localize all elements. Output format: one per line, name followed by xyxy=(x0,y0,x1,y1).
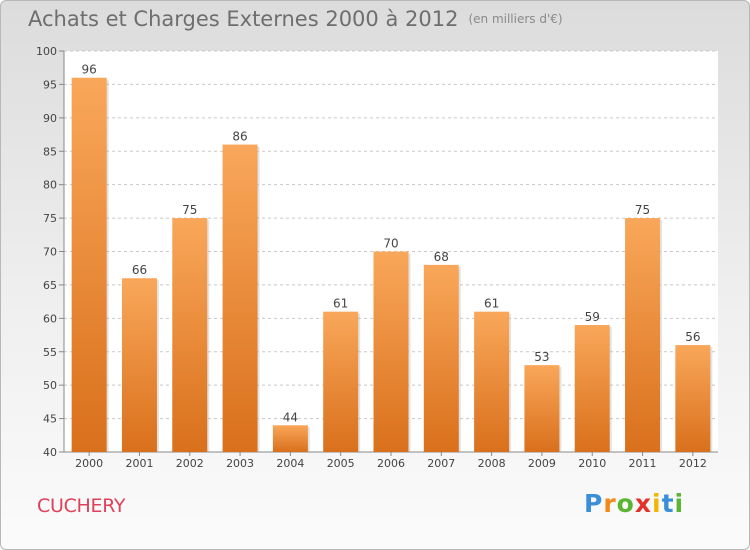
data-label: 96 xyxy=(82,63,97,77)
x-tick-label: 2006 xyxy=(377,457,405,470)
bar xyxy=(524,365,560,452)
x-tick-label: 2001 xyxy=(125,457,153,470)
y-tick-label: 70 xyxy=(43,246,57,259)
y-tick-label: 90 xyxy=(43,112,57,125)
y-tick-label: 60 xyxy=(43,312,57,325)
y-tick-label: 95 xyxy=(43,78,57,91)
y-tick-label: 75 xyxy=(43,212,57,225)
y-tick-label: 45 xyxy=(43,413,57,426)
data-label: 61 xyxy=(484,297,499,311)
bar xyxy=(423,264,459,452)
bar xyxy=(373,251,409,452)
bar xyxy=(323,311,359,452)
bar xyxy=(222,144,258,453)
x-tick-label: 2007 xyxy=(427,457,455,470)
bar xyxy=(272,425,308,452)
chart-subtitle: (en milliers d'€) xyxy=(468,12,563,26)
bar xyxy=(71,77,107,452)
data-label: 75 xyxy=(182,203,197,217)
y-tick-label: 50 xyxy=(43,379,57,392)
y-tick-label: 65 xyxy=(43,279,57,292)
y-tick-label: 40 xyxy=(43,446,57,459)
logo-letter: i xyxy=(652,489,662,518)
data-label: 66 xyxy=(132,263,147,277)
x-tick-label: 2003 xyxy=(226,457,254,470)
proxiti-logo[interactable]: Proxiti xyxy=(584,489,684,518)
x-tick-label: 2008 xyxy=(478,457,506,470)
bar xyxy=(675,345,711,452)
data-label: 70 xyxy=(383,237,398,251)
data-label: 59 xyxy=(585,310,600,324)
x-tick-label: 2010 xyxy=(578,457,606,470)
x-tick-label: 2002 xyxy=(176,457,204,470)
bar xyxy=(172,218,208,452)
logo-letter: x xyxy=(634,489,652,518)
bar xyxy=(474,311,510,452)
x-tick-label: 2009 xyxy=(528,457,556,470)
logo-letter: P xyxy=(584,489,604,518)
bar xyxy=(121,278,157,452)
y-tick-label: 80 xyxy=(43,179,57,192)
x-tick-label: 2011 xyxy=(629,457,657,470)
x-tick-label: 2012 xyxy=(679,457,707,470)
bar xyxy=(574,325,610,452)
data-label: 75 xyxy=(635,203,650,217)
chart-title-text: Achats et Charges Externes 2000 à 2012 xyxy=(28,7,459,31)
data-label: 56 xyxy=(685,330,700,344)
x-tick-label: 2005 xyxy=(327,457,355,470)
logo-letter: t xyxy=(661,489,675,518)
city-label: CUCHERY xyxy=(37,495,126,517)
y-tick-label: 85 xyxy=(43,145,57,158)
data-label: 86 xyxy=(232,130,247,144)
x-tick-label: 2000 xyxy=(75,457,103,470)
data-label: 61 xyxy=(333,297,348,311)
data-label: 44 xyxy=(283,410,298,424)
data-label: 68 xyxy=(434,250,449,264)
y-tick-label: 100 xyxy=(36,45,57,58)
logo-letter: i xyxy=(674,489,685,518)
y-tick-label: 55 xyxy=(43,346,57,359)
bar xyxy=(625,218,661,452)
logo-letter: o xyxy=(616,489,635,518)
x-tick-label: 2004 xyxy=(276,457,304,470)
data-label: 53 xyxy=(534,350,549,364)
logo-letter: r xyxy=(603,489,617,518)
chart-title: Achats et Charges Externes 2000 à 2012 (e… xyxy=(28,7,563,31)
